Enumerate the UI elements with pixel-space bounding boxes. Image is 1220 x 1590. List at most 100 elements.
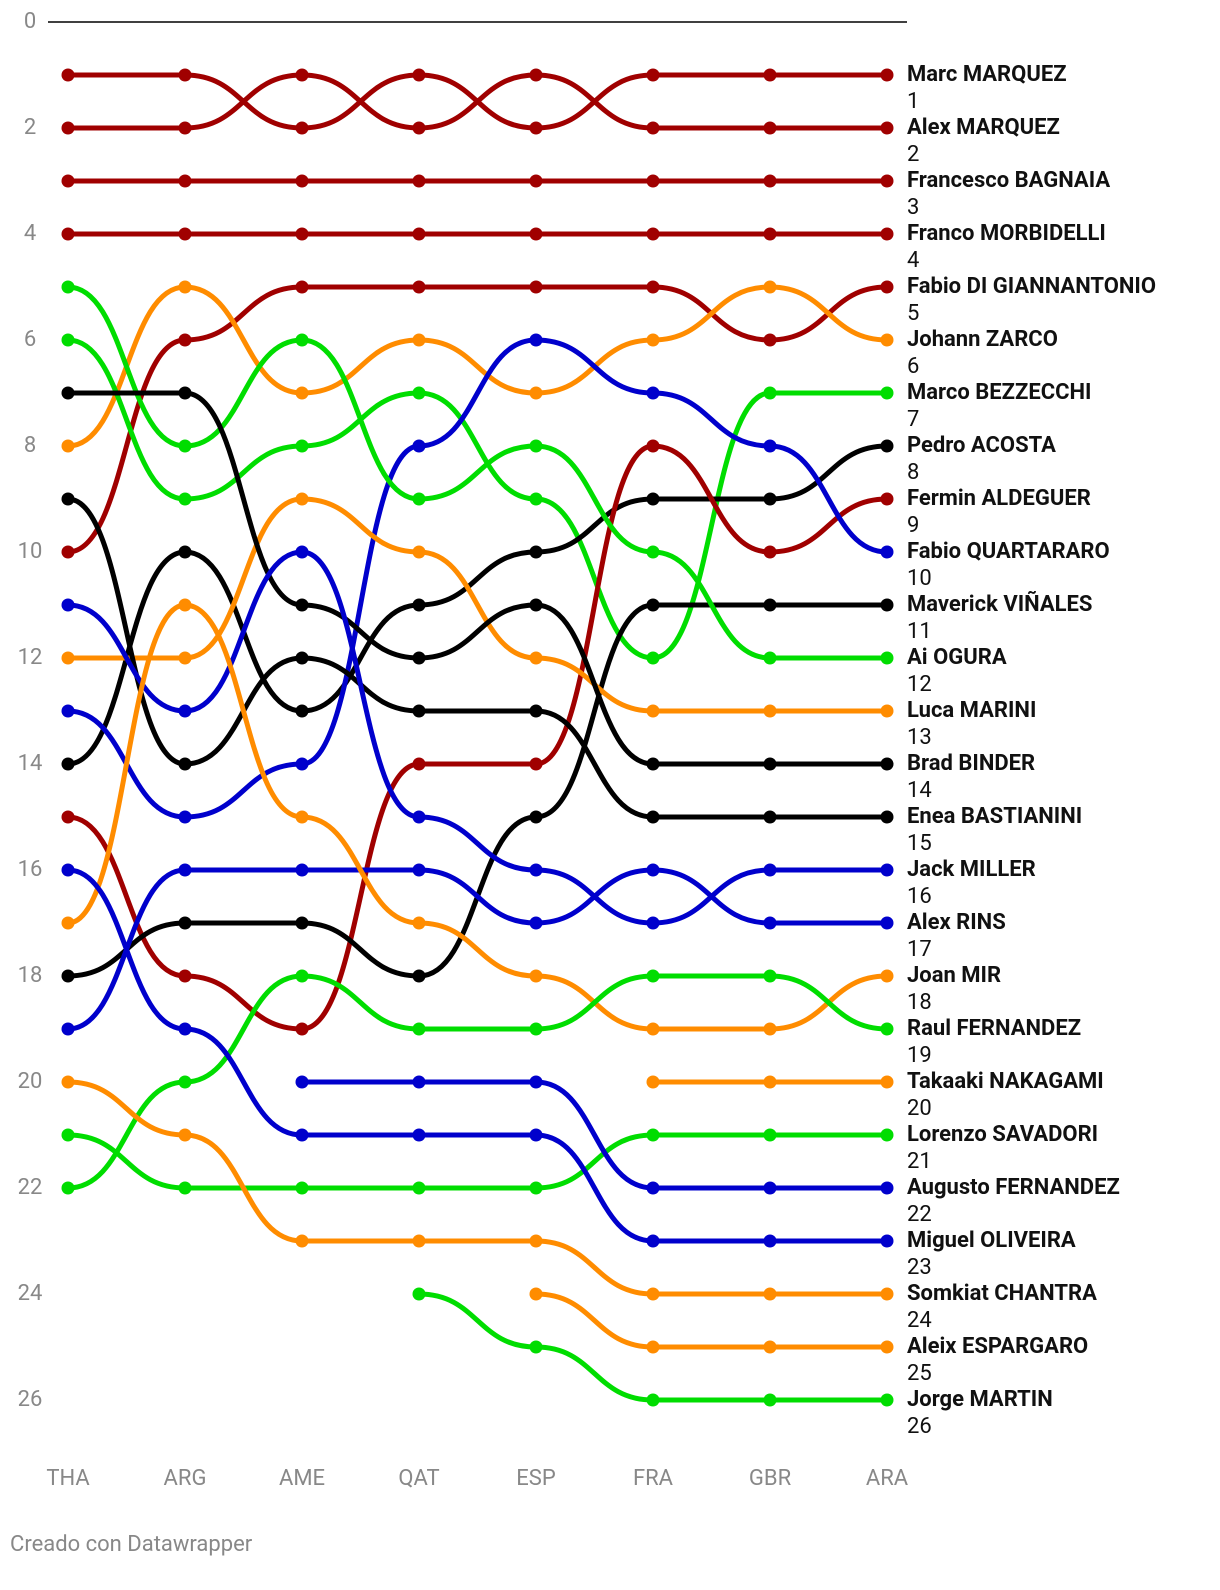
- rider-rank: 4: [907, 248, 919, 273]
- rider-point: [295, 333, 309, 347]
- rider-point: [529, 1128, 543, 1142]
- rider-rank: 23: [907, 1255, 932, 1280]
- rider-point: [61, 333, 75, 347]
- rider-name: Alex RINS: [907, 910, 1006, 935]
- rider-point: [646, 757, 660, 771]
- rider-point: [529, 121, 543, 135]
- x-tick-label: FRA: [633, 1466, 674, 1491]
- rider-point: [412, 1181, 426, 1195]
- rider-point: [646, 68, 660, 82]
- rider-point: [295, 545, 309, 559]
- rider-rank: 19: [907, 1043, 932, 1068]
- rider-rank: 2: [907, 142, 919, 167]
- rider-name: Takaaki NAKAGAMI: [907, 1069, 1104, 1094]
- rider-point: [295, 280, 309, 294]
- y-tick-label: 10: [18, 539, 43, 564]
- rider-point: [61, 439, 75, 453]
- rider-name: Jorge MARTIN: [907, 1387, 1053, 1412]
- rider-point: [295, 651, 309, 665]
- rider-point: [646, 280, 660, 294]
- rider-point: [880, 174, 894, 188]
- rider-point: [646, 1181, 660, 1195]
- rider-point: [529, 333, 543, 347]
- rider-rank: 20: [907, 1096, 932, 1121]
- rider-point: [61, 863, 75, 877]
- rider-point: [178, 280, 192, 294]
- rider-point: [178, 439, 192, 453]
- rider-rank: 8: [907, 460, 919, 485]
- rider-point: [880, 1022, 894, 1036]
- rider-point: [763, 757, 777, 771]
- rider-point: [529, 863, 543, 877]
- rider-point: [763, 810, 777, 824]
- rider-point: [646, 1287, 660, 1301]
- rider-point: [412, 1075, 426, 1089]
- rider-name: Marco BEZZECCHI: [907, 380, 1092, 405]
- rider-point: [880, 545, 894, 559]
- rider-point: [529, 651, 543, 665]
- y-tick-label: 4: [24, 221, 36, 246]
- rider-point: [178, 916, 192, 930]
- rider-point: [880, 704, 894, 718]
- rider-rank: 16: [907, 884, 932, 909]
- y-tick-label: 8: [24, 433, 36, 458]
- rider-point: [763, 68, 777, 82]
- rider-point: [646, 227, 660, 241]
- rider-rank: 10: [907, 566, 932, 591]
- rider-point: [295, 68, 309, 82]
- rider-point: [61, 545, 75, 559]
- rider-point: [880, 810, 894, 824]
- rider-point: [763, 1393, 777, 1407]
- rider-point: [412, 1128, 426, 1142]
- rider-name: Somkiat CHANTRA: [907, 1281, 1097, 1306]
- rider-point: [295, 174, 309, 188]
- rider-name: Fabio DI GIANNANTONIO: [907, 274, 1156, 299]
- rider-line: [67, 1132, 887, 1191]
- x-tick-label: ARA: [866, 1466, 909, 1491]
- rider-point: [295, 969, 309, 983]
- rider-point: [763, 121, 777, 135]
- rider-point: [880, 280, 894, 294]
- rider-point: [178, 121, 192, 135]
- rider-rank: 15: [907, 831, 932, 856]
- rider-name: Alex MARQUEZ: [907, 115, 1060, 140]
- rider-line: [535, 1291, 887, 1350]
- rider-point: [763, 174, 777, 188]
- y-tick-label: 16: [18, 857, 43, 882]
- rider-point: [178, 969, 192, 983]
- rider-point: [529, 1075, 543, 1089]
- rider-point: [880, 68, 894, 82]
- rider-point: [412, 969, 426, 983]
- rider-point: [880, 1181, 894, 1195]
- rider-point: [61, 757, 75, 771]
- rider-point: [880, 651, 894, 665]
- rider-point: [646, 121, 660, 135]
- rider-name: Lorenzo SAVADORI: [907, 1122, 1098, 1147]
- rider-rank: 26: [907, 1414, 932, 1439]
- rider-point: [412, 227, 426, 241]
- rider-point: [61, 598, 75, 612]
- rider-point: [412, 1287, 426, 1301]
- rider-name: Ai OGURA: [907, 645, 1007, 670]
- y-tick-label: 26: [18, 1387, 43, 1412]
- rider-point: [178, 1128, 192, 1142]
- rider-point: [880, 1075, 894, 1089]
- rider-point: [529, 492, 543, 506]
- rider-point: [412, 439, 426, 453]
- rider-point: [529, 1287, 543, 1301]
- rider-line: [67, 72, 887, 131]
- rider-point: [880, 227, 894, 241]
- rider-name: Luca MARINI: [907, 698, 1036, 723]
- rider-point: [178, 863, 192, 877]
- rider-point: [529, 969, 543, 983]
- x-tick-label: QAT: [398, 1466, 439, 1491]
- rider-rank: 14: [907, 778, 932, 803]
- y-tick-label: 24: [18, 1281, 43, 1306]
- rider-point: [61, 651, 75, 665]
- rider-point: [529, 280, 543, 294]
- rider-name: Jack MILLER: [907, 857, 1036, 882]
- rider-point: [529, 1340, 543, 1354]
- rider-point: [61, 1022, 75, 1036]
- rider-rank: 18: [907, 990, 932, 1015]
- rider-rank: 22: [907, 1202, 932, 1227]
